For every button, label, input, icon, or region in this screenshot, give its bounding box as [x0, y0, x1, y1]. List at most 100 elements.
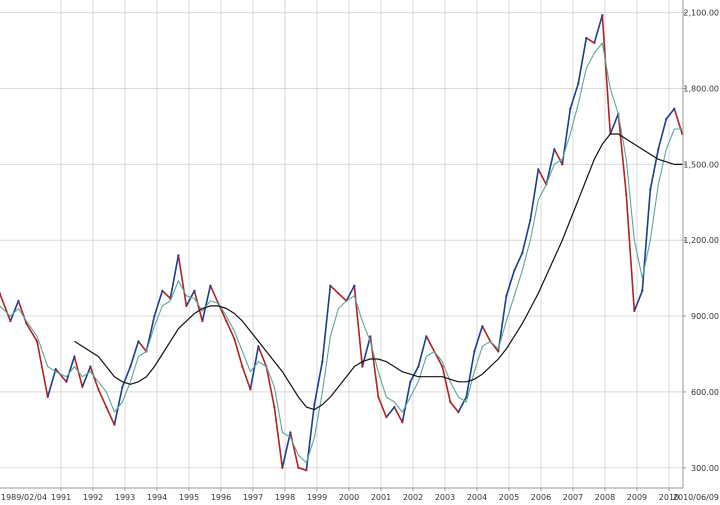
x-tick-label: 1994: [147, 493, 167, 502]
price-segment: [577, 37, 588, 84]
price-point: [505, 294, 508, 297]
price-point: [297, 466, 300, 469]
price-segment: [65, 356, 76, 383]
price-point: [289, 431, 292, 434]
price-point: [65, 380, 68, 383]
price-point: [633, 309, 636, 313]
price-point: [537, 168, 540, 171]
price-segment: [105, 406, 116, 426]
price-point: [225, 320, 228, 323]
price-point: [35, 340, 39, 343]
price-point: [305, 469, 308, 472]
price-segment: [81, 366, 92, 388]
price-point: [529, 218, 532, 222]
price-point: [473, 350, 476, 353]
price-point: [417, 365, 420, 368]
y-tick-label: 600.00: [691, 388, 719, 397]
price-point: [425, 335, 428, 338]
price-point: [129, 365, 132, 368]
price-segment: [273, 406, 284, 468]
x-tick-label: 2003: [435, 493, 455, 502]
price-segment: [385, 406, 395, 418]
short-moving-average-line: [0, 42, 683, 464]
price-segment: [625, 194, 636, 312]
price-segment: [265, 366, 276, 408]
price-segment: [345, 285, 356, 302]
x-tick-label: 2006: [531, 493, 551, 502]
price-point: [105, 405, 108, 409]
price-segment: [633, 290, 644, 312]
price-point: [585, 36, 588, 40]
price-point: [361, 365, 364, 368]
price-segment: [321, 285, 332, 362]
price-point: [241, 365, 244, 368]
price-segment: [153, 290, 164, 317]
price-point: [577, 82, 580, 85]
price-segment: [505, 270, 516, 297]
price-segment: [249, 346, 260, 390]
price-segment: [169, 255, 180, 299]
price-segment: [46, 368, 57, 398]
price-segment: [529, 169, 540, 221]
price-segment: [329, 285, 339, 294]
price-point: [81, 385, 84, 388]
y-tick-label: 2,100.00: [683, 9, 719, 18]
price-point: [441, 365, 444, 368]
price-point: [409, 380, 412, 383]
price-point: [601, 14, 604, 17]
price-segment: [36, 341, 49, 398]
price-point: [209, 284, 212, 287]
price-segment: [121, 366, 132, 388]
y-tick-label: 300.00: [691, 464, 719, 473]
y-tick-label: 1,800.00: [683, 84, 719, 93]
x-tick-label: 2009: [627, 493, 647, 502]
price-point: [321, 360, 324, 363]
x-tick-label: 2008: [595, 493, 615, 502]
price-point: [329, 284, 332, 287]
price-segment: [97, 389, 108, 408]
price-point: [313, 403, 316, 406]
price-point: [0, 292, 1, 295]
price-point: [641, 289, 644, 292]
price-point: [185, 304, 188, 308]
price-segment: [393, 406, 404, 423]
price-segment: [177, 255, 188, 307]
price-point: [553, 148, 556, 151]
price-segment: [129, 341, 140, 367]
price-point: [369, 335, 372, 338]
price-point: [457, 411, 460, 414]
price-segment: [417, 336, 428, 367]
price-point: [25, 322, 28, 325]
price-segment: [585, 37, 595, 44]
price-segment: [225, 320, 236, 340]
y-tick-label: 1,200.00: [683, 236, 719, 245]
x-tick-label: 1995: [179, 493, 199, 502]
price-segment: [209, 285, 220, 304]
y-tick-label: 900.00: [691, 312, 719, 321]
price-point: [249, 388, 252, 391]
price-segment: [481, 325, 492, 342]
price-point: [465, 395, 468, 399]
price-point: [385, 416, 388, 419]
price-segment: [313, 361, 324, 405]
price-segment: [89, 366, 100, 390]
price-point: [569, 107, 572, 110]
y-tick-labels: 300.00 600.00 900.00 1,200.00 1,500.00 1,800.…: [683, 9, 719, 473]
price-point: [393, 405, 396, 409]
price-segment: [609, 113, 620, 135]
price-segment: [161, 290, 171, 299]
grid-layer: [0, 0, 683, 488]
price-point: [193, 289, 196, 292]
y-tick-label: 1,500.00: [683, 160, 719, 169]
price-point: [153, 314, 156, 318]
series-layer: [0, 42, 683, 464]
price-segment: [193, 290, 204, 322]
x-tick-label: 1992: [83, 493, 103, 502]
x-tick-labels: 1989/02/04 1991 1992 1993 1994 1995 1996 1997 19…: [1, 488, 719, 502]
price-point: [673, 107, 676, 110]
price-point: [657, 148, 660, 151]
price-segment: [673, 108, 684, 135]
price-segment: [55, 368, 68, 383]
price-segment: [553, 148, 564, 165]
price-segment: [425, 335, 436, 352]
